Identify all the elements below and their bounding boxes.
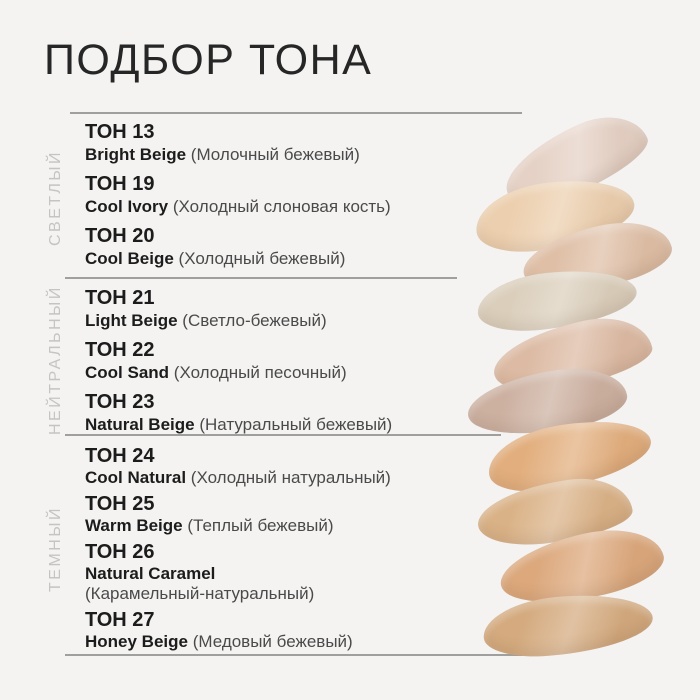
divider-neutral-dark [65,434,501,436]
tone-24-id: ТОН 24 [85,445,155,467]
swatch-column [460,101,700,665]
tone-13-id: ТОН 13 [85,121,155,143]
tone-21-name-ru: (Светло-бежевый) [182,311,327,330]
tone-23: ТОН 23 Natural Beige (Натуральный бежевы… [85,390,465,435]
group-neutral-label: НЕЙТРАЛЬНЫЙ [47,285,64,435]
tone-20-name-en: Cool Beige [85,249,174,268]
swatch-ton-27 [480,588,656,662]
tone-22-id: ТОН 22 [85,339,155,361]
tone-25-name-ru: (Теплый бежевый) [187,516,334,535]
tone-26-name-en: Natural Caramel [85,564,216,583]
group-light-entries: ТОН 13 Bright Beige (Молочный бежевый) Т… [85,120,465,269]
group-dark-entries: ТОН 24 Cool Natural (Холодный натуральны… [85,444,465,652]
tone-13-name-ru: (Молочный бежевый) [190,145,360,164]
tone-27-name-ru: (Медовый бежевый) [192,632,353,651]
tone-24-name-en: Cool Natural [85,468,187,487]
tone-13-name: Bright Beige (Молочный бежевый) [85,144,465,165]
divider-light-neutral [65,277,457,279]
page-title: ПОДБОР ТОНА [44,36,373,84]
tone-25-id: ТОН 25 [85,493,155,515]
tone-22: ТОН 22 Cool Sand (Холодный песочный) [85,338,465,383]
tone-27: ТОН 27 Honey Beige (Медовый бежевый) [85,608,465,652]
tone-19-id: ТОН 19 [85,173,155,195]
tone-13-name-en: Bright Beige [85,145,187,164]
tone-21-name: Light Beige (Светло-бежевый) [85,310,465,331]
tone-25-name: Warm Beige (Теплый бежевый) [85,516,465,536]
tone-24: ТОН 24 Cool Natural (Холодный натуральны… [85,444,465,488]
group-light: СВЕТЛЫЙ ТОН 13 Bright Beige (Молочный бе… [45,120,465,276]
tone-24-name-ru: (Холодный натуральный) [190,468,391,487]
tone-27-name-en: Honey Beige [85,632,188,651]
tone-26-id: ТОН 26 [85,541,155,563]
group-neutral-entries: ТОН 21 Light Beige (Светло-бежевый) ТОН … [85,286,465,435]
tone-22-name: Cool Sand (Холодный песочный) [85,362,465,383]
tone-21-name-en: Light Beige [85,311,178,330]
tone-13: ТОН 13 Bright Beige (Молочный бежевый) [85,120,465,165]
tone-26-name-ru: (Карамельный-натуральный) [85,584,315,603]
tone-20-name: Cool Beige (Холодный бежевый) [85,248,465,269]
tone-22-name-en: Cool Sand [85,363,170,382]
tone-27-name: Honey Beige (Медовый бежевый) [85,632,465,652]
tone-21-id: ТОН 21 [85,287,155,309]
group-dark: ТЕМНЫЙ ТОН 24 Cool Natural (Холодный нат… [45,444,465,654]
tone-20-id: ТОН 20 [85,225,155,247]
tone-21: ТОН 21 Light Beige (Светло-бежевый) [85,286,465,331]
tone-27-id: ТОН 27 [85,609,155,631]
tone-24-name: Cool Natural (Холодный натуральный) [85,468,465,488]
tone-19-name-ru: (Холодный слоновая кость) [172,197,391,216]
divider-bottom [65,654,523,656]
tone-23-name-en: Natural Beige [85,415,195,434]
tone-23-id: ТОН 23 [85,391,155,413]
tone-25: ТОН 25 Warm Beige (Теплый бежевый) [85,492,465,536]
divider-top [70,112,522,114]
tone-19-name-en: Cool Ivory [85,197,169,216]
tone-26: ТОН 26 Natural Caramel (Карамельный-нату… [85,540,465,604]
tone-22-name-ru: (Холодный песочный) [173,363,347,382]
group-light-label: СВЕТЛЫЙ [47,150,64,246]
tone-23-name-ru: (Натуральный бежевый) [199,415,393,434]
group-dark-label: ТЕМНЫЙ [47,506,64,592]
tone-19: ТОН 19 Cool Ivory (Холодный слоновая кос… [85,172,465,217]
tone-20: ТОН 20 Cool Beige (Холодный бежевый) [85,224,465,269]
tone-25-name-en: Warm Beige [85,516,183,535]
tone-19-name: Cool Ivory (Холодный слоновая кость) [85,196,465,217]
tone-23-name: Natural Beige (Натуральный бежевый) [85,414,465,435]
tone-26-name: Natural Caramel (Карамельный-натуральный… [85,564,465,604]
tone-20-name-ru: (Холодный бежевый) [178,249,346,268]
group-neutral: НЕЙТРАЛЬНЫЙ ТОН 21 Light Beige (Светло-б… [45,285,465,435]
